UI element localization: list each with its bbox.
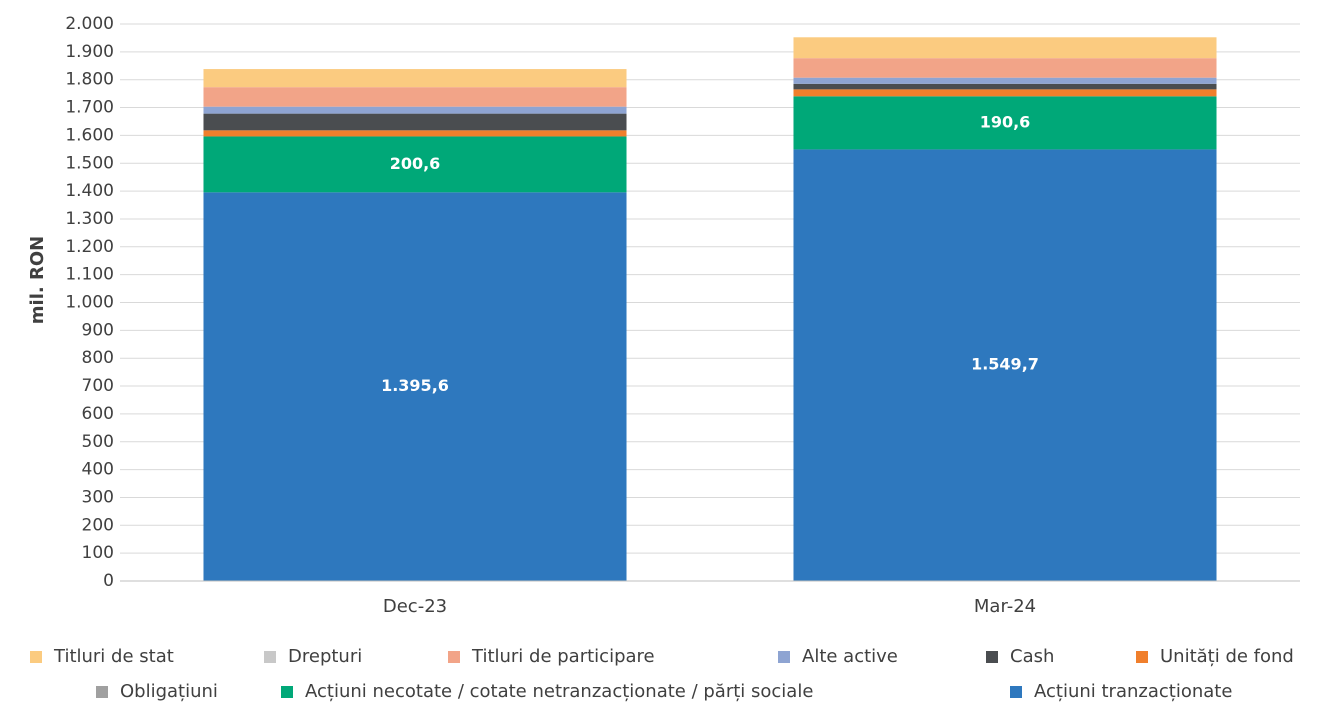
y-tick-label: 600 bbox=[82, 404, 114, 424]
legend-swatch bbox=[1010, 686, 1022, 698]
bar-segment bbox=[793, 149, 1217, 581]
legend-swatch bbox=[1136, 651, 1148, 663]
legend-swatch bbox=[281, 686, 293, 698]
y-tick-label: 700 bbox=[82, 376, 114, 396]
bar-segment bbox=[203, 106, 627, 114]
legend-label: Unități de fond bbox=[1160, 646, 1294, 667]
y-tick-label: 1.100 bbox=[65, 265, 114, 285]
y-tick-label: 300 bbox=[82, 487, 114, 507]
y-tick-label: 1.600 bbox=[65, 125, 114, 145]
legend-swatch bbox=[30, 651, 42, 663]
x-tick-label: Dec-23 bbox=[383, 596, 447, 617]
y-tick-label: 900 bbox=[82, 320, 114, 340]
legend-label: Drepturi bbox=[288, 646, 362, 667]
bar-segment bbox=[203, 192, 627, 582]
bar-segment bbox=[793, 37, 1217, 59]
bar-segment bbox=[203, 113, 627, 131]
y-tick-label: 800 bbox=[82, 348, 114, 368]
legend-label: Titluri de participare bbox=[471, 646, 655, 667]
legend-label: Cash bbox=[1010, 646, 1054, 667]
y-tick-label: 1.500 bbox=[65, 153, 114, 173]
bar-segment bbox=[793, 89, 1217, 97]
y-tick-label: 1.400 bbox=[65, 181, 114, 201]
legend-swatch bbox=[778, 651, 790, 663]
bar-segment bbox=[203, 136, 627, 193]
y-tick-label: 500 bbox=[82, 432, 114, 452]
bar-segment bbox=[793, 96, 1217, 150]
legend-label: Alte active bbox=[802, 646, 898, 667]
y-tick-label: 200 bbox=[82, 515, 114, 535]
y-tick-label: 0 bbox=[103, 571, 114, 591]
legend-label: Obligațiuni bbox=[120, 681, 218, 702]
legend-swatch bbox=[986, 651, 998, 663]
y-axis-label: mil. RON bbox=[27, 236, 48, 324]
y-tick-label: 1.200 bbox=[65, 237, 114, 257]
bar-segment bbox=[793, 83, 1217, 90]
data-label: 1.549,7 bbox=[971, 355, 1039, 374]
legend-label: Acțiuni tranzacționate bbox=[1034, 681, 1232, 702]
bar-segment bbox=[203, 87, 627, 107]
legend-swatch bbox=[264, 651, 276, 663]
data-label: 200,6 bbox=[390, 154, 441, 173]
bar-segment bbox=[203, 130, 627, 137]
y-tick-label: 1.900 bbox=[65, 42, 114, 62]
data-label: 190,6 bbox=[980, 112, 1031, 131]
legend-swatch bbox=[448, 651, 460, 663]
bar-segment bbox=[793, 58, 1217, 78]
y-tick-label: 1.800 bbox=[65, 70, 114, 90]
legend-label: Titluri de stat bbox=[53, 646, 174, 667]
data-label: 1.395,6 bbox=[381, 376, 449, 395]
y-tick-label: 100 bbox=[82, 543, 114, 563]
bar-segment bbox=[793, 77, 1217, 84]
y-tick-label: 1.700 bbox=[65, 98, 114, 118]
y-tick-label: 2.000 bbox=[65, 14, 114, 34]
y-tick-label: 1.000 bbox=[65, 293, 114, 313]
legend-swatch bbox=[96, 686, 108, 698]
y-tick-label: 1.300 bbox=[65, 209, 114, 229]
x-tick-label: Mar-24 bbox=[974, 596, 1036, 617]
legend-label: Acțiuni necotate / cotate netranzacționa… bbox=[305, 681, 813, 702]
y-tick-label: 400 bbox=[82, 460, 114, 480]
bar-segment bbox=[203, 69, 627, 88]
